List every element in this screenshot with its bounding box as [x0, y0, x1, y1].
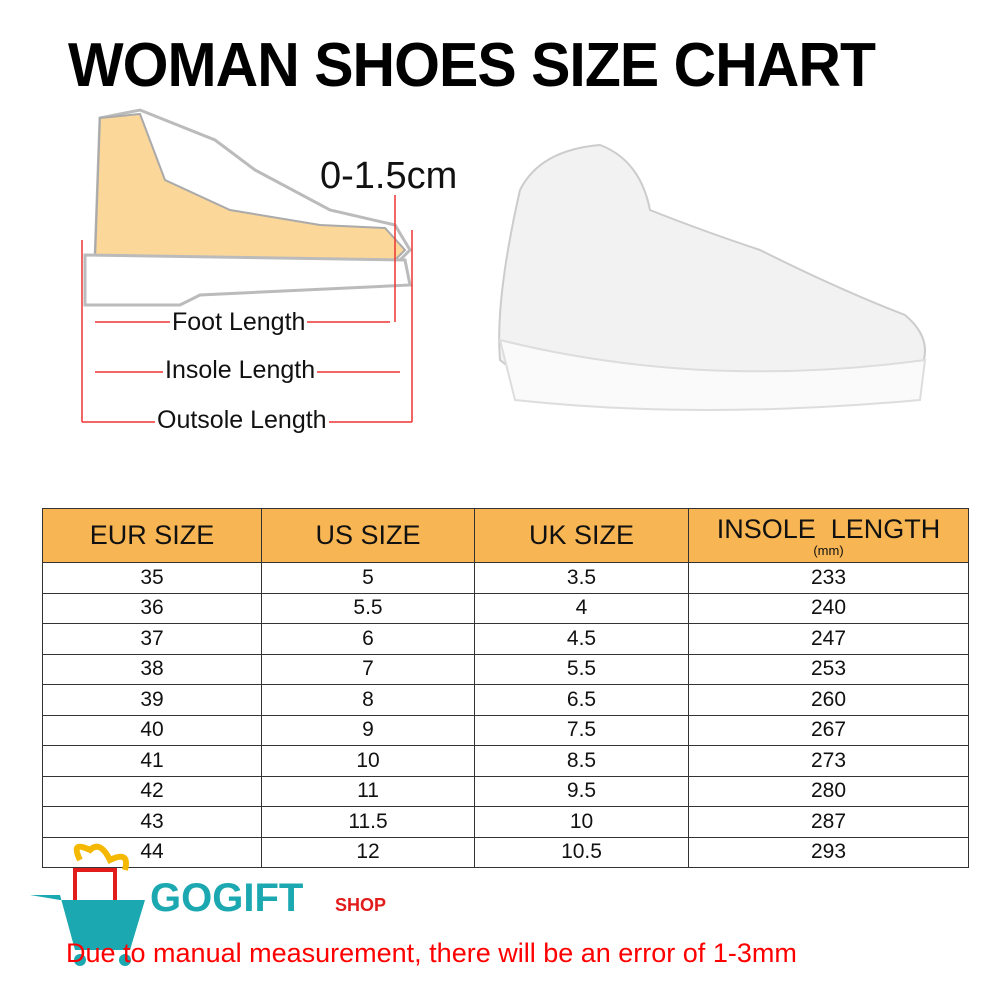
table-cell: 41	[42, 745, 262, 777]
table-cell: 287	[688, 806, 969, 838]
table-row: 37 6 4.5 247	[42, 623, 969, 655]
table-cell: 260	[688, 684, 969, 716]
measurement-note: Due to manual measurement, there will be…	[66, 938, 797, 968]
table-cell: 43	[42, 806, 262, 838]
table-cell: 8.5	[474, 745, 689, 777]
insole-length-label: Insole Length	[163, 356, 318, 385]
logo-sub: SHOP	[335, 895, 387, 915]
table-cell: 4.5	[474, 623, 689, 655]
table-cell: 10	[261, 745, 475, 777]
table-cell: 273	[688, 745, 969, 777]
table-row: 42 11 9.5 280	[42, 775, 969, 807]
logo-icon	[30, 843, 145, 966]
table-row: 39 8 6.5 260	[42, 684, 969, 716]
table-cell: 11	[261, 775, 475, 807]
shoe-diagram	[81, 108, 927, 423]
table-cell: 7	[261, 653, 475, 685]
foot-length-label: Foot Length	[170, 308, 308, 337]
header-insole: INSOLE LENGTH (mm)	[688, 508, 969, 563]
table-cell: 6	[261, 623, 475, 655]
table-row: 40 9 7.5 267	[42, 714, 969, 746]
table-cell: 38	[42, 653, 262, 685]
table-row: 36 5.5 4 240	[42, 592, 969, 624]
header-uk: UK SIZE	[474, 508, 689, 563]
logo-name: GOGIFT	[150, 876, 304, 920]
size-table: EUR SIZE US SIZE UK SIZE INSOLE LENGTH (m…	[42, 508, 969, 868]
sneaker-illustration	[498, 143, 927, 411]
table-row: 35 5 3.5 233	[42, 562, 969, 594]
table-cell: 40	[42, 714, 262, 746]
table-cell: 10	[474, 806, 689, 838]
table-cell: 240	[688, 592, 969, 624]
header-insole-label: INSOLE LENGTH	[716, 513, 941, 544]
table-cell: 280	[688, 775, 969, 807]
table-cell: 7.5	[474, 714, 689, 746]
table-cell: 6.5	[474, 684, 689, 716]
table-cell: 5.5	[261, 592, 475, 624]
table-cell: 267	[688, 714, 969, 746]
header-eur: EUR SIZE	[42, 508, 262, 563]
table-cell: 5.5	[474, 653, 689, 685]
table-cell: 9	[261, 714, 475, 746]
foot-in-shoe-illustration	[83, 108, 412, 307]
table-cell: 12	[261, 836, 475, 868]
page-title: WOMAN SHOES SIZE CHART	[68, 31, 876, 100]
table-row: 41 10 8.5 273	[42, 745, 969, 777]
table-row: 44 12 10.5 293	[42, 836, 969, 868]
table-cell: 37	[42, 623, 262, 655]
table-cell: 5	[261, 562, 475, 594]
table-cell: 247	[688, 623, 969, 655]
table-cell: 10.5	[474, 836, 689, 868]
table-row: 43 11.5 10 287	[42, 806, 969, 838]
gap-label: 0-1.5cm	[320, 155, 458, 197]
table-cell: 293	[688, 836, 969, 868]
table-row: 38 7 5.5 253	[42, 653, 969, 685]
table-cell: 9.5	[474, 775, 689, 807]
table-cell: 233	[688, 562, 969, 594]
table-cell: 42	[42, 775, 262, 807]
table-cell: 253	[688, 653, 969, 685]
table-cell: 8	[261, 684, 475, 716]
table-cell: 11.5	[261, 806, 475, 838]
table-cell: 39	[42, 684, 262, 716]
header-us: US SIZE	[261, 508, 475, 563]
table-cell: 3.5	[474, 562, 689, 594]
outsole-length-label: Outsole Length	[155, 406, 329, 435]
header-unit: (mm)	[813, 542, 844, 558]
table-cell: 36	[42, 592, 262, 624]
table-cell: 35	[42, 562, 262, 594]
table-cell: 4	[474, 592, 689, 624]
